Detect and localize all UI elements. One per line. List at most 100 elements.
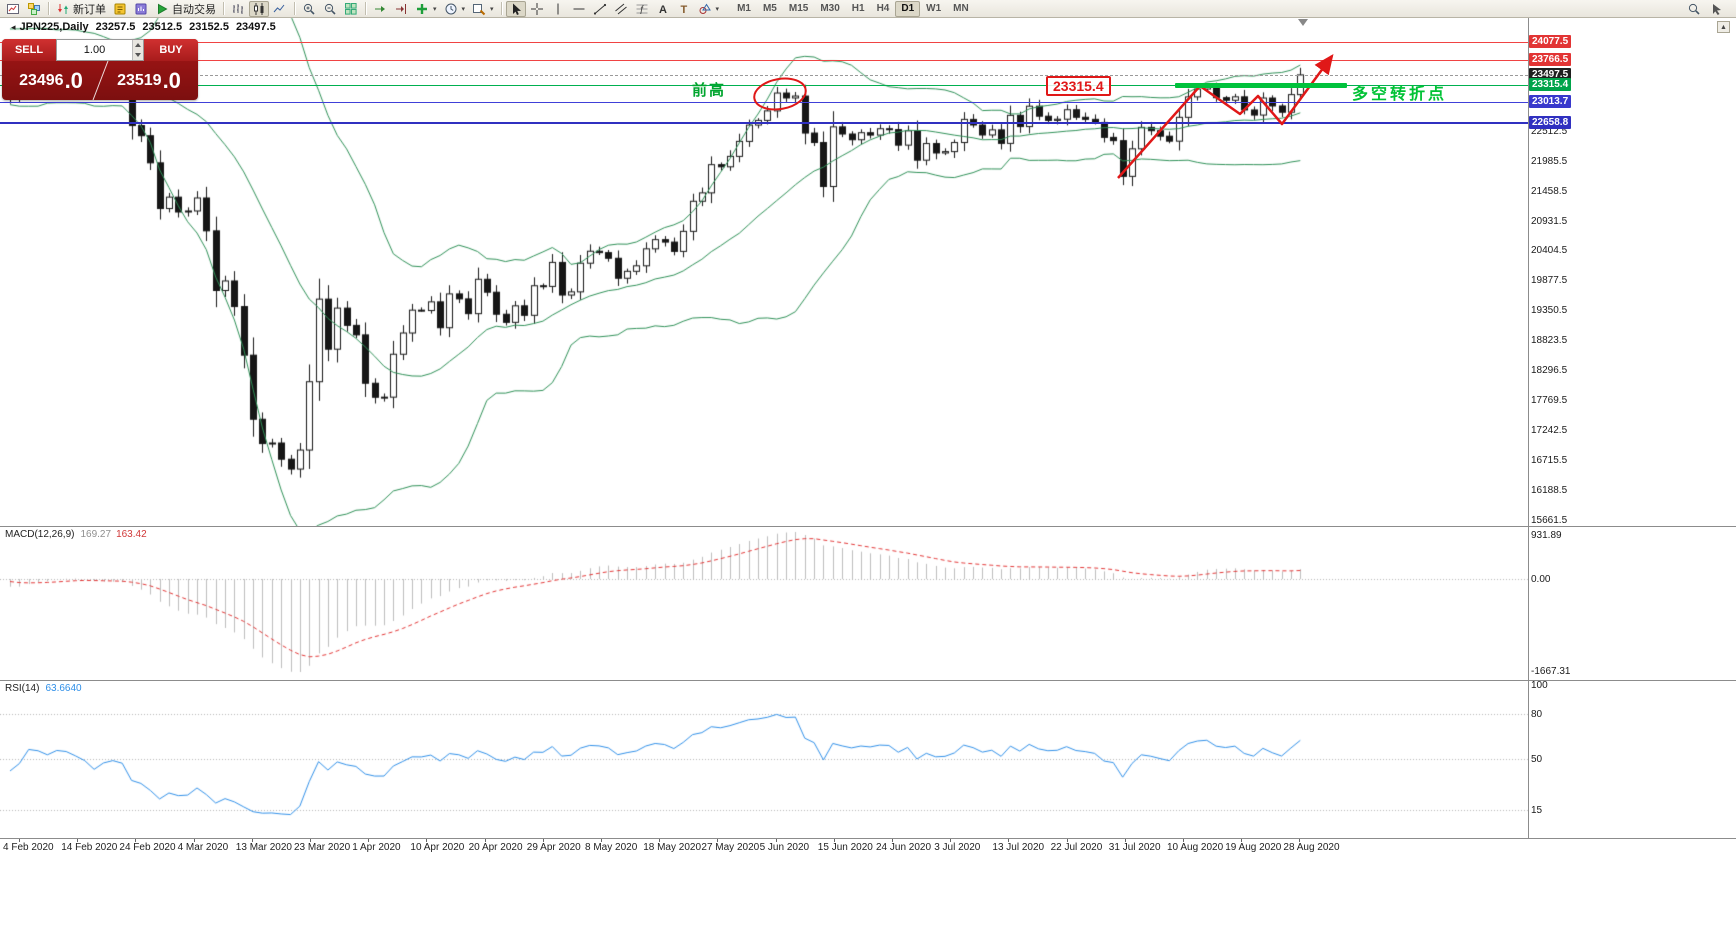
templates-icon[interactable]: ▾	[469, 1, 497, 17]
prev-high-label[interactable]: 前高	[692, 82, 727, 99]
one-click-trading-panel: SELL 1.00 BUY 23496.0 23519.0	[2, 39, 198, 100]
timeframe-h1[interactable]: H1	[851, 3, 865, 14]
auto-scroll-icon[interactable]	[370, 1, 390, 17]
rsi-axis-label: 15	[1531, 804, 1543, 816]
price-axis-label: 21985.5	[1531, 155, 1568, 167]
trendline-tool-icon[interactable]	[590, 1, 610, 17]
order-entry-row: SELL 1.00 BUY	[2, 39, 198, 61]
date-tick	[368, 839, 370, 842]
trend-zigzag-arrow[interactable]	[1117, 53, 1334, 179]
ohlc-close: 23497.5	[235, 21, 276, 33]
date-tick	[775, 839, 777, 842]
turning-point-label[interactable]: 多空转折点	[1352, 86, 1448, 103]
dropdown-caret-icon: ▾	[433, 5, 437, 13]
price-level-badge: 22658.8	[1529, 115, 1572, 129]
chart-canvas[interactable]	[0, 0, 1736, 860]
sell-price[interactable]: 23496.0	[2, 61, 100, 100]
pointer-icon[interactable]	[1707, 1, 1727, 17]
rsi-axis-label: 100	[1531, 680, 1548, 691]
macd-main-value: 169.27	[80, 529, 112, 540]
date-axis-label: 8 May 2020	[585, 842, 638, 853]
timeframe-mn[interactable]: MN	[953, 3, 969, 14]
channel-tool-icon[interactable]	[611, 1, 631, 17]
date-tick	[542, 839, 544, 842]
market-icon[interactable]	[131, 1, 151, 17]
date-tick	[1183, 839, 1184, 842]
date-tick	[77, 839, 79, 842]
timeframe-m15[interactable]: M15	[788, 3, 809, 14]
support-resistance-bar[interactable]	[1175, 83, 1347, 88]
price-level-line-23315.4[interactable]	[0, 85, 1528, 87]
candlestick-chart-type-icon[interactable]	[249, 0, 269, 17]
buy-price-frac: .0	[162, 67, 181, 93]
rsi-axis-label: 50	[1531, 753, 1543, 765]
price-axis-label: 18823.5	[1531, 335, 1568, 347]
prev-high-ellipse[interactable]	[752, 75, 808, 114]
macd-pane-separator[interactable]	[0, 526, 1736, 527]
scroll-up-icon[interactable]: ▲	[1717, 21, 1730, 33]
price-level-line-22658.8[interactable]	[0, 121, 1528, 124]
timeframe-d1[interactable]: D1	[895, 0, 921, 17]
volume-decrease-icon[interactable]	[133, 50, 143, 60]
tile-windows-icon[interactable]	[341, 1, 361, 17]
date-tick	[310, 839, 311, 842]
rsi-pane-separator[interactable]	[0, 680, 1736, 681]
metaeditor-icon[interactable]	[110, 1, 130, 17]
buy-price[interactable]: 23519.0	[100, 61, 198, 100]
price-axis-label: 18296.5	[1531, 365, 1568, 377]
timeframe-m30[interactable]: M30	[820, 3, 840, 14]
autotrade-button[interactable]: 自动交易	[152, 1, 219, 17]
date-axis-label: 18 May 2020	[643, 842, 702, 853]
search-icon[interactable]	[1684, 1, 1704, 17]
volume-increase-icon[interactable]	[133, 40, 143, 50]
timeframe-h4[interactable]: H4	[876, 3, 890, 14]
price-level-line-23013.7[interactable]	[0, 102, 1528, 104]
price-level-badge: 23766.5	[1529, 52, 1572, 66]
price-level-line-23497.5[interactable]	[0, 74, 1528, 76]
buy-button[interactable]: BUY	[144, 39, 198, 61]
timeframe-m5[interactable]: M5	[762, 3, 777, 14]
price-axis-label: 16188.5	[1531, 484, 1568, 496]
date-axis-label: 13 Mar 2020	[235, 842, 292, 853]
periods-icon[interactable]: ▾	[441, 1, 469, 17]
new-order-button[interactable]: 新订单	[53, 1, 109, 17]
shapes-tool-icon[interactable]: ▾	[695, 1, 723, 17]
price-axis-label: 16715.5	[1531, 454, 1568, 466]
new-order-label: 新订单	[73, 3, 106, 16]
volume-value[interactable]: 1.00	[83, 44, 106, 56]
panel-collapse-icon[interactable]: ◂	[11, 21, 16, 32]
level-value-annotation[interactable]: 23315.4	[1046, 76, 1111, 96]
bar-chart-type-icon[interactable]	[228, 1, 248, 17]
fibonacci-tool-icon[interactable]: ƒ	[632, 1, 652, 17]
date-tick	[1299, 839, 1301, 842]
zoom-in-icon[interactable]	[299, 1, 319, 17]
sell-button[interactable]: SELL	[2, 39, 56, 61]
ohlc-open: 23257.5	[95, 21, 136, 33]
date-axis-label: 24 Feb 2020	[119, 842, 176, 853]
vertical-line-tool-icon[interactable]	[548, 1, 568, 17]
profiles-icon[interactable]	[24, 1, 44, 17]
timeframe-m1[interactable]: M1	[737, 3, 751, 14]
zoom-out-icon[interactable]	[320, 1, 340, 17]
text-tool-icon[interactable]: A	[653, 1, 673, 17]
chart-shift-icon[interactable]	[391, 1, 411, 17]
price-level-line-23766.5[interactable]	[0, 59, 1528, 61]
text-label-tool-icon[interactable]: T	[674, 1, 694, 17]
macd-signal-value: 163.42	[116, 529, 147, 540]
volume-spinner	[132, 40, 143, 60]
volume-field[interactable]: 1.00	[56, 39, 144, 61]
line-chart-type-icon[interactable]	[270, 1, 290, 17]
timeframe-w1[interactable]: W1	[926, 3, 942, 14]
chart-shift-marker-icon[interactable]	[1298, 19, 1308, 26]
date-axis-label: 27 May 2020	[701, 842, 760, 853]
rsi-indicator-label: RSI(14) 63.6640	[5, 683, 82, 694]
horizontal-line-tool-icon[interactable]	[569, 1, 589, 17]
price-axis-label: 20404.5	[1531, 245, 1568, 257]
crosshair-tool-icon[interactable]	[527, 1, 547, 17]
new-chart-icon[interactable]	[3, 1, 23, 17]
price-level-line-24077.5[interactable]	[0, 41, 1528, 43]
date-axis: 4 Feb 2020 14 Feb 2020 24 Feb 2020 4 Mar 20…	[0, 838, 1736, 856]
cursor-tool-icon[interactable]	[505, 0, 526, 17]
toolbar-separator	[500, 2, 502, 15]
indicators-icon[interactable]: ▾	[412, 1, 440, 17]
